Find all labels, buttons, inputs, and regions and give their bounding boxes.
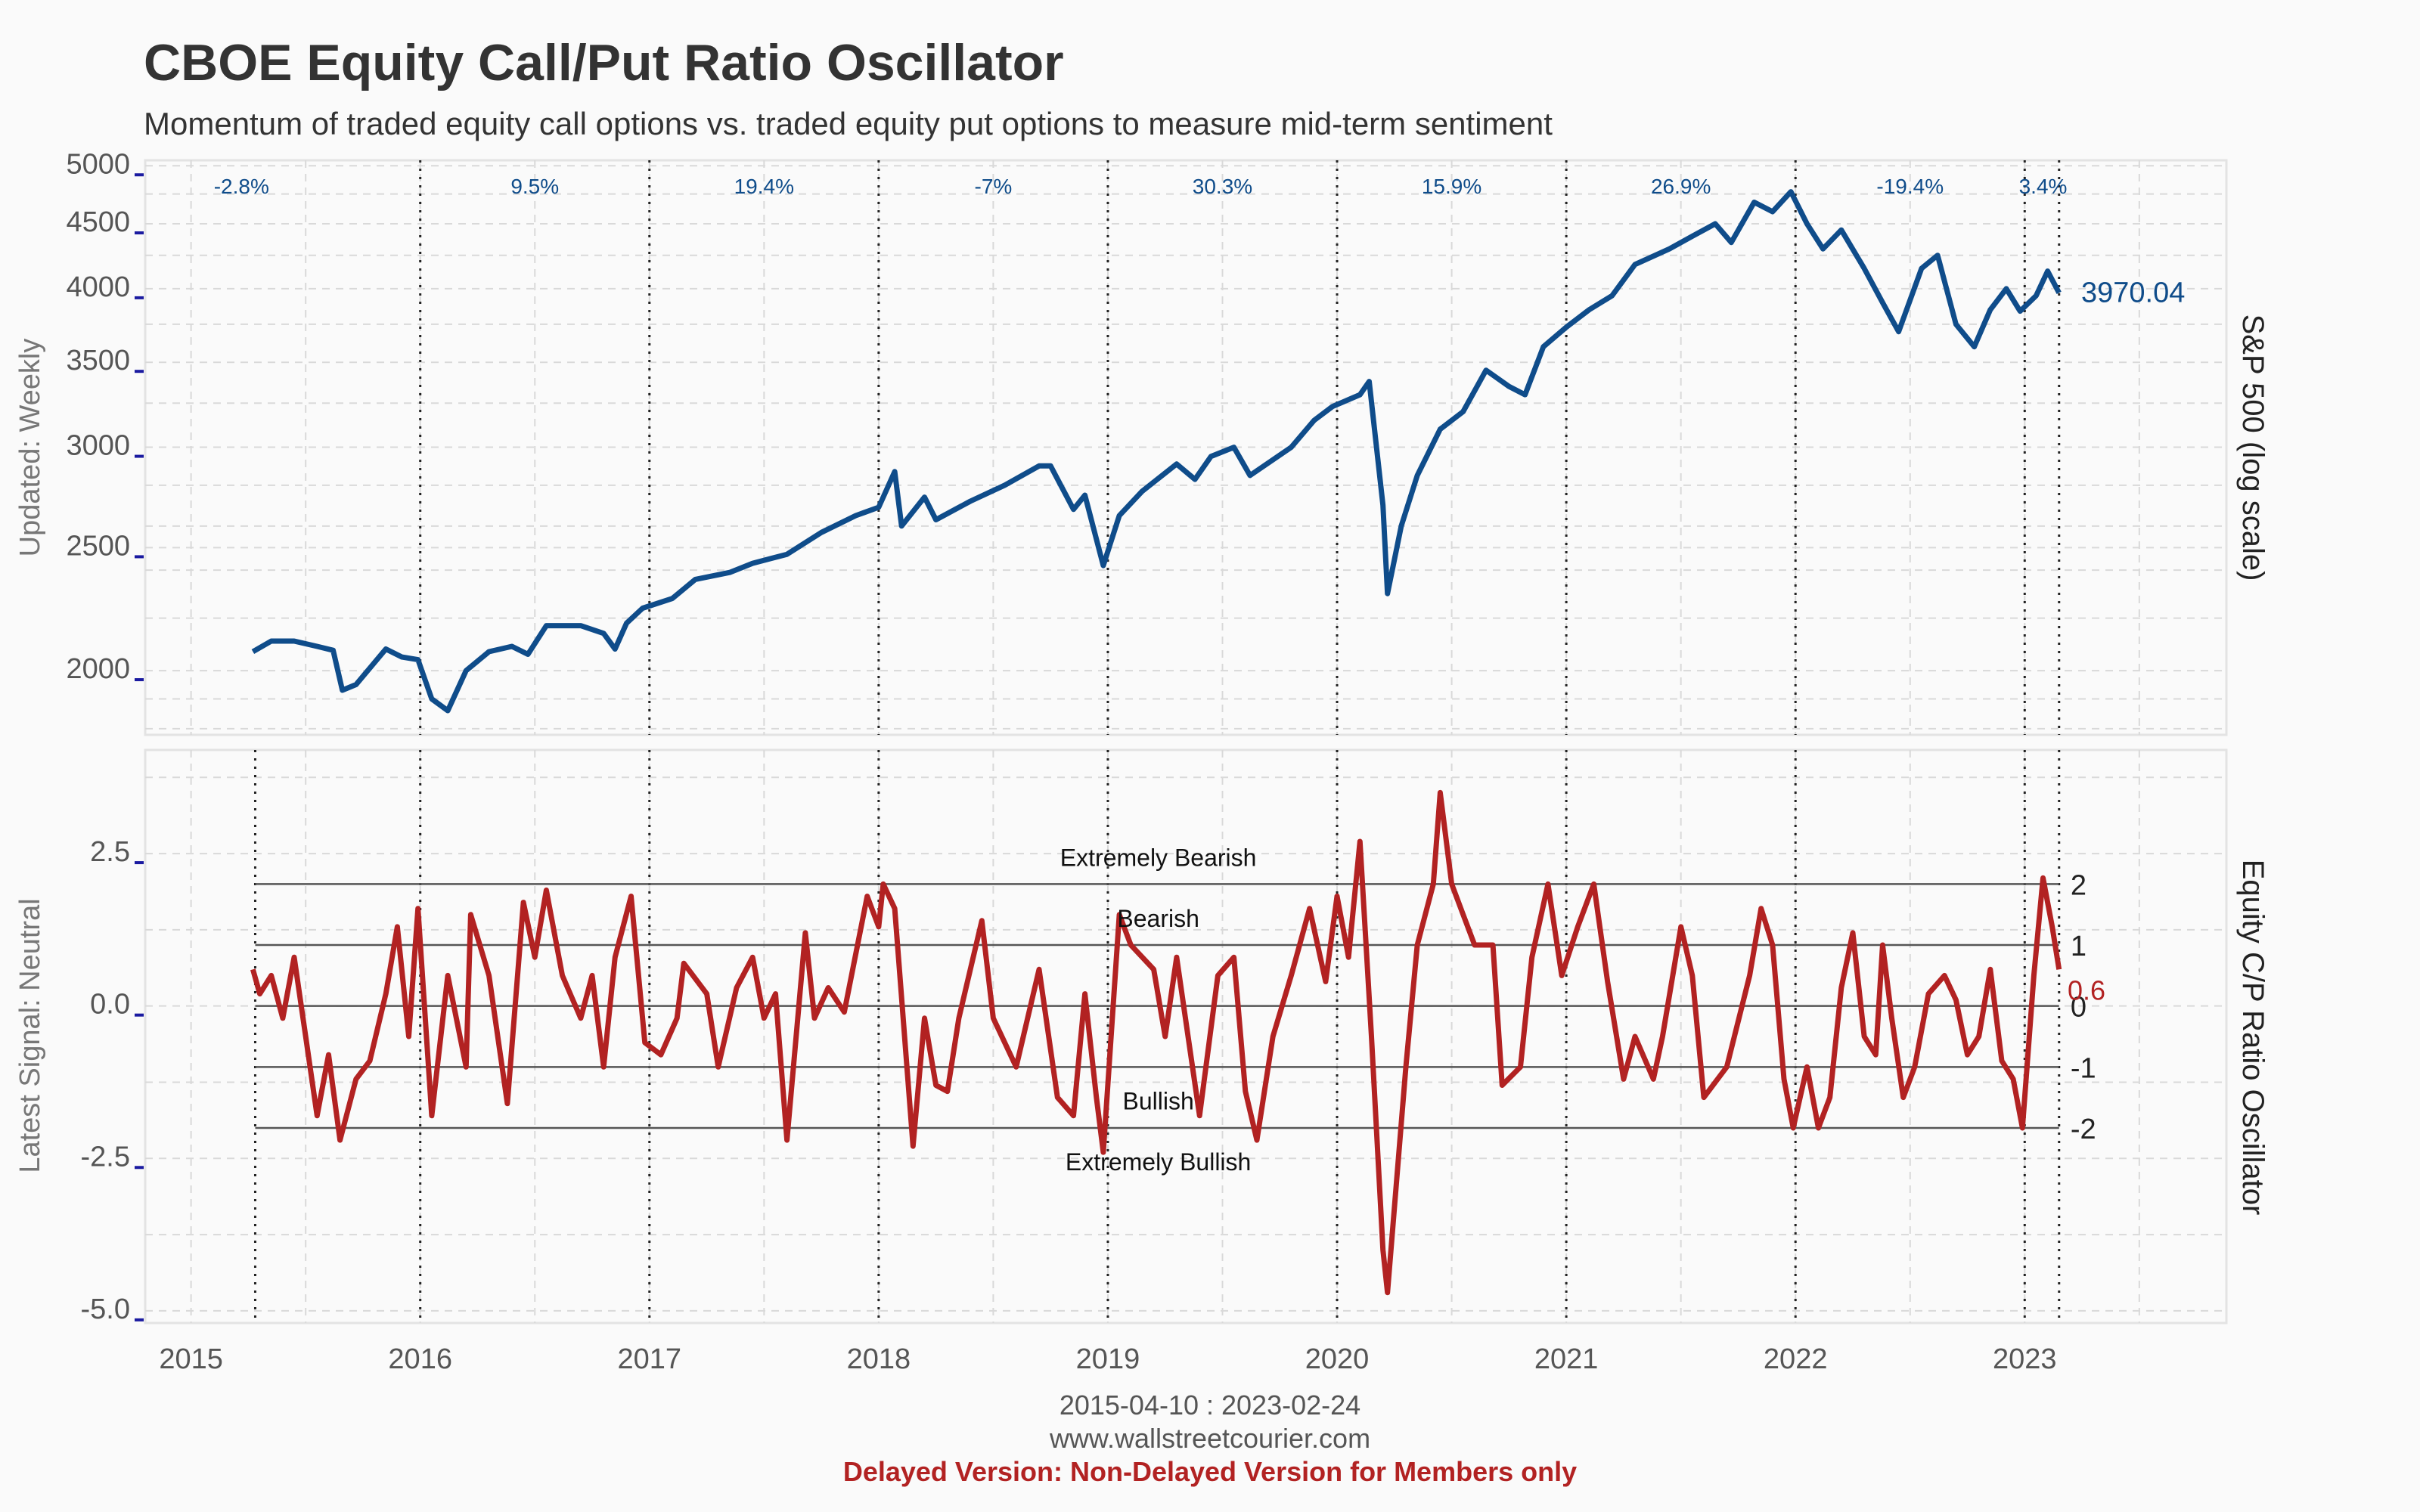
x-tick-label: 2021 (1534, 1343, 1599, 1375)
year-return-label: -7% (975, 175, 1013, 198)
signal-level-label: 2 (2071, 869, 2086, 901)
x-tick-label: 2016 (388, 1343, 452, 1375)
footer-website: www.wallstreetcourier.com (1049, 1423, 1371, 1454)
upper-y-tick-label: 3000 (66, 430, 130, 462)
signal-zone-label: Bearish (1117, 905, 1199, 932)
year-return-label: -2.8% (214, 175, 269, 198)
lower-y-tick-label: 2.5 (90, 836, 130, 868)
sp500-last-value: 3970.04 (2081, 277, 2185, 308)
left-label-signal: Latest Signal: Neutral (14, 898, 46, 1173)
oscillator-last-value: 0.6 (2068, 974, 2105, 1005)
chart-title: CBOE Equity Call/Put Ratio Oscillator (144, 34, 1064, 91)
lower-y-tick-label: 0.0 (90, 989, 130, 1021)
chart-subtitle: Momentum of traded equity call options v… (144, 106, 1553, 141)
upper-y-tick-label: 2000 (66, 653, 130, 685)
right-axis-title-oscillator: Equity C/P Ratio Oscillator (2236, 860, 2270, 1216)
x-tick-label: 2015 (159, 1343, 223, 1375)
right-axis-title-sp500: S&P 500 (log scale) (2236, 314, 2270, 581)
year-return-label: 9.5% (510, 175, 559, 198)
signal-level-label: -2 (2071, 1114, 2096, 1145)
upper-y-tick-label: 4000 (66, 271, 130, 303)
year-return-label: 3.4% (2019, 175, 2068, 198)
x-tick-label: 2020 (1305, 1343, 1370, 1375)
series-lines (250, 189, 2062, 1296)
axis-labels: 2 1 0 -1 -2 Extremely Bearish Bearish Bullish Ex… (14, 148, 2270, 1375)
footer-notice: Delayed Version: Non-Delayed Version for… (842, 1456, 1578, 1487)
x-tick-label: 2019 (1076, 1343, 1140, 1375)
signal-zone-label: Extremely Bullish (1066, 1148, 1251, 1176)
signal-level-label: 0 (2071, 992, 2086, 1024)
x-tick-label: 2018 (847, 1343, 911, 1375)
signal-level-label: -1 (2071, 1052, 2096, 1084)
signal-zone-label: Extremely Bearish (1060, 844, 1257, 871)
x-tick-label: 2017 (618, 1343, 682, 1375)
lower-y-tick-label: -2.5 (81, 1141, 130, 1173)
footer-date-range: 2015-04-10 : 2023-02-24 (1059, 1390, 1361, 1421)
left-label-updated: Updated: Weekly (14, 339, 46, 557)
grid-lines (145, 160, 2226, 1323)
x-tick-label: 2023 (1993, 1343, 2057, 1375)
year-return-label: 26.9% (1651, 175, 1711, 198)
upper-y-tick-label: 5000 (66, 148, 130, 180)
year-return-label: 19.4% (734, 175, 794, 198)
year-return-label: 30.3% (1193, 175, 1252, 198)
lower-y-tick-label: -5.0 (81, 1294, 130, 1325)
signal-zone-label: Bullish (1122, 1087, 1193, 1114)
x-tick-label: 2022 (1764, 1343, 1828, 1375)
sp500-line (251, 189, 2062, 714)
upper-y-tick-label: 2500 (66, 530, 130, 562)
year-return-label: -19.4% (1876, 175, 1944, 198)
oscillator-line (250, 789, 2062, 1296)
upper-y-tick-label: 4500 (66, 206, 130, 238)
upper-y-tick-label: 3500 (66, 345, 130, 376)
signal-level-label: 1 (2071, 931, 2086, 962)
year-return-label: 15.9% (1422, 175, 1481, 198)
